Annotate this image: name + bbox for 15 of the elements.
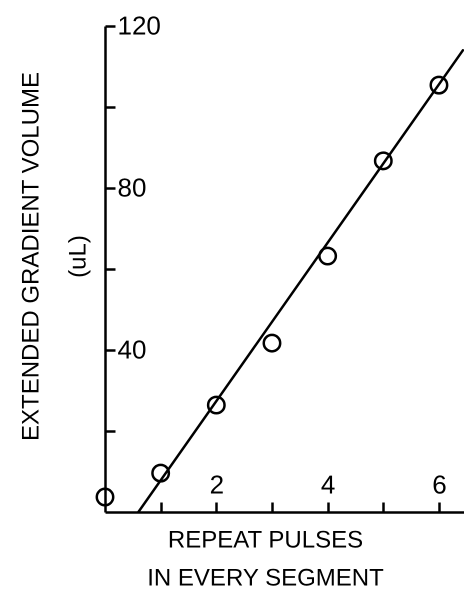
y-tick-label: 40 [118,334,146,364]
point [206,396,226,415]
y-axis-title: EXTENDED GRADIENT VOLUME (uL) [18,72,92,441]
point [318,246,338,266]
point [429,76,448,95]
x-axis-title: REPEAT PULSES IN EVERY SEGMENT [147,526,384,592]
point [374,151,393,170]
point [96,488,114,506]
x-tick-label: 6 [432,470,447,500]
point [151,464,170,483]
y-tick-label: 120 [118,10,161,40]
x-tick-label: 2 [210,470,224,500]
x-tick-label: 4 [320,470,336,500]
point [262,334,282,353]
y-tick-label: 80 [118,172,146,202]
